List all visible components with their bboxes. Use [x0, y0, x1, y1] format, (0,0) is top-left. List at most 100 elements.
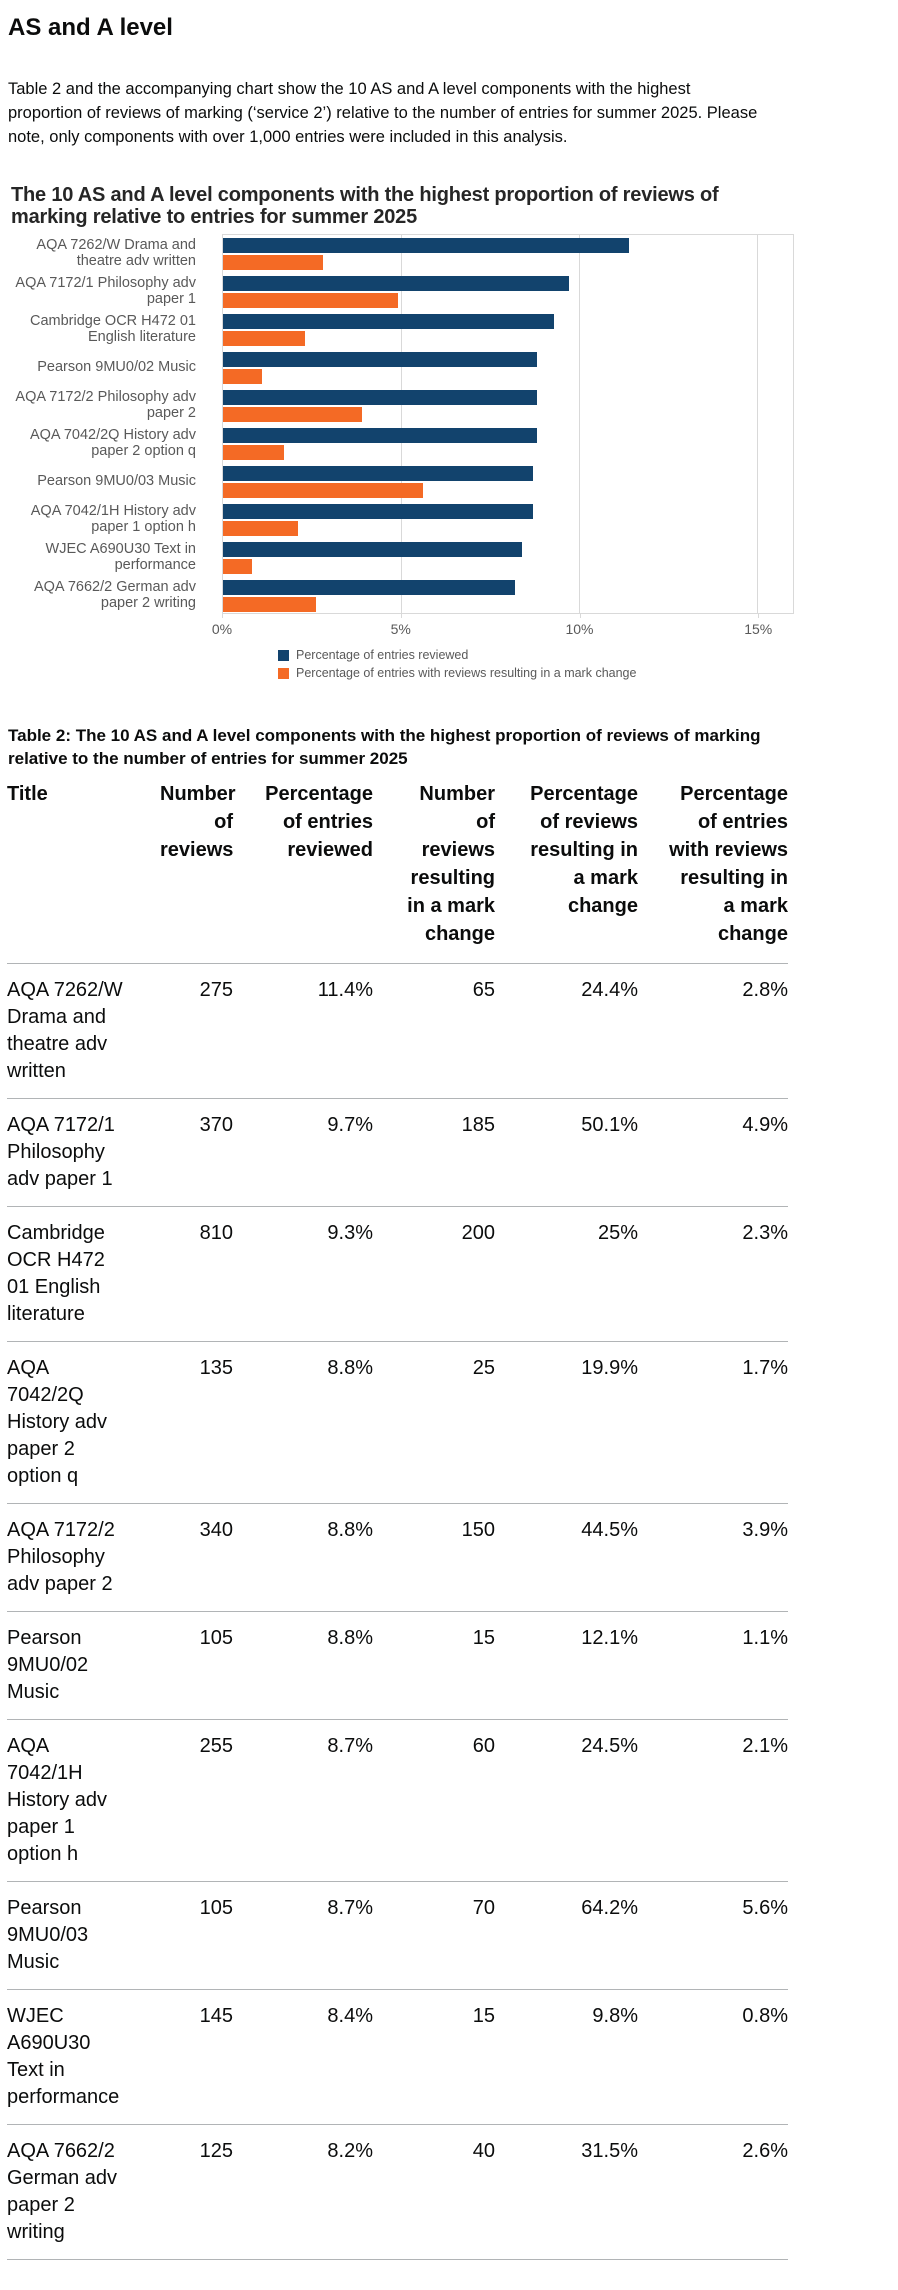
bar-chart: The 10 AS and A level components with th… [8, 184, 890, 680]
bar-entries-reviewed [223, 352, 537, 367]
row-value-cell: 185 [461, 1114, 495, 1136]
bar-entries-reviewed [223, 504, 533, 519]
row-value-cell: 105 [199, 1897, 233, 1919]
chart-tick-label: 15% [744, 621, 773, 637]
row-value-cell: 24.4% [581, 979, 638, 1001]
chart-area: AQA 7262/W Drama and theatre adv written… [8, 234, 890, 614]
data-table: Title Number of reviews Percentage of entr… [7, 780, 788, 2260]
row-title-cell: Cambridge OCR H472 01 English literature [7, 1222, 105, 1325]
chart-gridline [757, 235, 759, 613]
row-value-cell: 9.7% [327, 1114, 373, 1136]
table-column-header: Number of reviews resulting in a mark ch… [407, 783, 495, 945]
chart-category-axis: AQA 7262/W Drama and theatre adv written… [8, 234, 222, 614]
legend-swatch-mark-change [278, 667, 289, 679]
chart-category-label: AQA 7042/1H History adv paper 1 option h [30, 503, 196, 535]
row-value-cell: 44.5% [581, 1519, 638, 1541]
bar-entries-reviewed [223, 276, 569, 291]
chart-legend: Percentage of entries reviewed Percentage… [278, 648, 890, 680]
chart-tick-label: 5% [390, 621, 411, 637]
table-column-header: Number of reviews [160, 783, 236, 861]
bar-mark-change [223, 483, 423, 498]
chart-tick-mark [758, 614, 760, 618]
chart-category-label: AQA 7262/W Drama and theatre adv written [36, 237, 196, 269]
bar-mark-change [223, 255, 323, 270]
row-value-cell: 255 [199, 1735, 233, 1757]
row-value-cell: 340 [199, 1519, 233, 1541]
table-row: AQA 7042/2Q History adv paper 2 option q… [7, 1342, 788, 1504]
chart-bar-group [223, 463, 793, 501]
table-row: AQA 7172/1 Philosophy adv paper 1 370 9.7%… [7, 1099, 788, 1207]
legend-label: Percentage of entries reviewed [296, 648, 469, 662]
row-value-cell: 40 [472, 2140, 495, 2162]
row-value-cell: 8.7% [327, 1897, 373, 1919]
chart-bar-group [223, 577, 793, 615]
row-value-cell: 65 [472, 979, 495, 1001]
chart-bar-group [223, 387, 793, 425]
row-value-cell: 5.6% [742, 1897, 788, 1919]
row-title-cell: AQA 7662/2 German adv paper 2 writing [7, 2140, 118, 2243]
legend-item: Percentage of entries reviewed [278, 648, 890, 662]
row-value-cell: 8.8% [327, 1627, 373, 1649]
row-value-cell: 9.3% [327, 1222, 373, 1244]
row-value-cell: 2.1% [742, 1735, 788, 1757]
row-value-cell: 9.8% [592, 2005, 638, 2027]
row-value-cell: 12.1% [581, 1627, 638, 1649]
table-row: AQA 7662/2 German adv paper 2 writing 125… [7, 2125, 788, 2260]
row-value-cell: 8.8% [327, 1357, 373, 1379]
chart-category-label: Cambridge OCR H472 01 English literature [29, 313, 196, 345]
table-title: Table 2: The 10 AS and A level component… [8, 726, 761, 768]
chart-plot-area [222, 234, 794, 614]
bar-entries-reviewed [223, 580, 516, 595]
bar-mark-change [223, 293, 398, 308]
chart-gridline [579, 235, 581, 613]
row-value-cell: 50.1% [581, 1114, 638, 1136]
bar-mark-change [223, 445, 284, 460]
row-value-cell: 2.6% [742, 2140, 788, 2162]
chart-gridline [401, 235, 403, 613]
chart-category-label: Pearson 9MU0/02 Music [37, 359, 196, 375]
bar-entries-reviewed [223, 390, 537, 405]
legend-swatch-entries-reviewed [278, 649, 289, 661]
bar-mark-change [223, 369, 263, 384]
row-title-cell: Pearson 9MU0/03 Music [7, 1897, 89, 1973]
chart-bar-group [223, 273, 793, 311]
row-title-cell: AQA 7172/1 Philosophy adv paper 1 [7, 1114, 115, 1190]
row-value-cell: 15 [472, 2005, 495, 2027]
intro-paragraph: Table 2 and the accompanying chart show … [8, 80, 758, 146]
row-value-cell: 15 [472, 1627, 495, 1649]
table-row: AQA 7042/1H History adv paper 1 option h… [7, 1720, 788, 1882]
row-value-cell: 2.8% [742, 979, 788, 1001]
table-row: WJEC A690U30 Text in performance 145 8.4% 1… [7, 1990, 788, 2125]
bar-mark-change [223, 521, 298, 536]
bar-mark-change [223, 559, 252, 574]
legend-label: Percentage of entries with reviews resul… [296, 666, 637, 680]
chart-category-label: AQA 7172/1 Philosophy adv paper 1 [15, 275, 196, 307]
chart-category-label: AQA 7042/2Q History adv paper 2 option q [29, 427, 196, 459]
table-column-header: Percentage of entries reviewed [265, 783, 373, 861]
row-value-cell: 150 [461, 1519, 495, 1541]
row-value-cell: 135 [199, 1357, 233, 1379]
chart-tick-label: 0% [211, 621, 233, 637]
bar-entries-reviewed [223, 238, 630, 253]
chart-tick-mark [579, 614, 581, 618]
row-value-cell: 200 [461, 1222, 495, 1244]
row-value-cell: 0.8% [742, 2005, 788, 2027]
row-title-cell: AQA 7262/W Drama and theatre adv written [7, 979, 123, 1082]
bar-mark-change [223, 407, 362, 422]
row-value-cell: 19.9% [581, 1357, 638, 1379]
row-value-cell: 125 [199, 2140, 233, 2162]
row-value-cell: 8.4% [327, 2005, 373, 2027]
bar-entries-reviewed [223, 314, 555, 329]
table-row: AQA 7262/W Drama and theatre adv written… [7, 964, 788, 1099]
row-value-cell: 275 [199, 979, 233, 1001]
row-value-cell: 64.2% [581, 1897, 638, 1919]
chart-tick-mark [400, 614, 402, 618]
row-value-cell: 25 [472, 1357, 495, 1379]
chart-bar-group [223, 501, 793, 539]
row-title-cell: Pearson 9MU0/02 Music [7, 1627, 89, 1703]
table-column-header: Percentage of reviews resulting in a mar… [530, 783, 638, 917]
row-value-cell: 60 [472, 1735, 495, 1757]
bar-entries-reviewed [223, 542, 523, 557]
row-value-cell: 31.5% [581, 2140, 638, 2162]
